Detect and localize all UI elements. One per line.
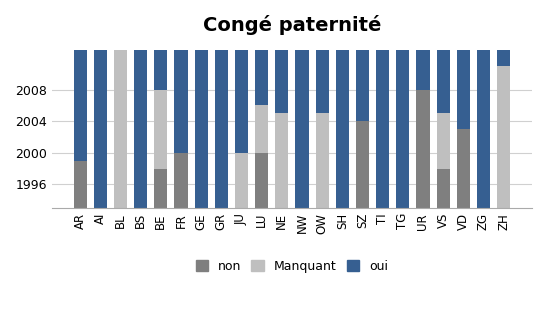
Bar: [255, 105, 268, 153]
Bar: [114, 50, 127, 208]
Bar: [154, 169, 167, 208]
Bar: [437, 50, 450, 113]
Bar: [356, 121, 369, 208]
Bar: [457, 129, 470, 208]
Bar: [416, 90, 429, 208]
Bar: [316, 113, 329, 208]
Bar: [94, 50, 107, 208]
Bar: [295, 50, 309, 208]
Bar: [376, 50, 389, 208]
Bar: [215, 50, 228, 208]
Title: Congé paternité: Congé paternité: [203, 15, 381, 35]
Legend: non, Manquant, oui: non, Manquant, oui: [192, 256, 392, 277]
Bar: [275, 50, 288, 113]
Bar: [154, 90, 167, 169]
Bar: [396, 50, 409, 208]
Bar: [477, 50, 490, 208]
Bar: [497, 50, 510, 66]
Bar: [73, 161, 86, 208]
Bar: [235, 50, 248, 153]
Bar: [255, 153, 268, 208]
Bar: [437, 169, 450, 208]
Bar: [134, 50, 147, 208]
Bar: [255, 50, 268, 105]
Bar: [174, 153, 188, 208]
Bar: [497, 66, 510, 208]
Bar: [416, 50, 429, 90]
Bar: [336, 50, 349, 208]
Bar: [73, 50, 86, 161]
Bar: [174, 50, 188, 153]
Bar: [437, 113, 450, 169]
Bar: [457, 50, 470, 129]
Bar: [356, 50, 369, 121]
Bar: [235, 153, 248, 208]
Bar: [154, 50, 167, 90]
Bar: [275, 113, 288, 208]
Bar: [195, 50, 208, 208]
Bar: [316, 50, 329, 113]
